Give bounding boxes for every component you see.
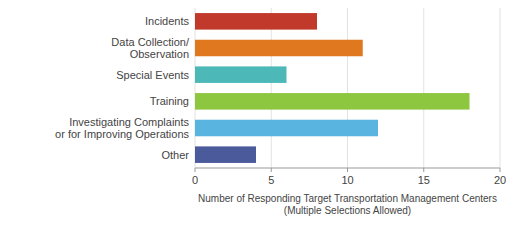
category-label-line: Training	[150, 95, 189, 107]
grid-line	[423, 8, 424, 168]
grid	[195, 8, 500, 168]
category-label-line: Incidents	[145, 15, 190, 27]
grid-line	[347, 8, 348, 168]
x-axis-label-line: (Multiple Selections Allowed)	[284, 205, 411, 216]
x-tick	[347, 168, 348, 172]
category-label-line: Other	[161, 149, 189, 161]
category-label: Training	[150, 95, 189, 107]
y-axis: Other Investigating Complaintsor for Impr…	[55, 15, 190, 160]
category-label-line: Investigating Complaints	[69, 116, 189, 128]
bar	[195, 146, 256, 163]
chart-container: 0 5 10 15 20 Number of Responding Target Tran…	[0, 0, 520, 235]
x-tick-label: 5	[268, 174, 274, 186]
bar	[195, 13, 317, 30]
category-label-line: or for Improving Operations	[55, 128, 189, 140]
category-label: Data Collection/Observation	[111, 36, 190, 60]
bar	[195, 40, 363, 57]
bar	[195, 93, 470, 110]
grid-line	[195, 8, 196, 168]
x-tick	[271, 168, 272, 172]
grid-line	[500, 8, 501, 168]
category-label-line: Special Events	[116, 69, 189, 81]
chart: 0 5 10 15 20 Number of Responding Target Tran…	[0, 0, 520, 235]
x-tick-label: 15	[418, 174, 430, 186]
x-tick	[423, 168, 424, 172]
category-label-line: Data Collection/	[111, 36, 190, 48]
bar	[195, 66, 287, 83]
category-label-line: Observation	[130, 48, 189, 60]
x-axis: 0 5 10 15 20	[192, 168, 506, 186]
category-label: Special Events	[116, 69, 189, 81]
category-label: Other	[161, 149, 189, 161]
x-tick-label: 0	[192, 174, 198, 186]
bar	[195, 120, 378, 137]
bars	[195, 13, 470, 163]
category-label: Investigating Complaintsor for Improving…	[55, 116, 189, 140]
x-axis-label-line: Number of Responding Target Transportati…	[198, 193, 497, 204]
x-tick	[500, 168, 501, 172]
grid-line	[271, 8, 272, 168]
category-label: Incidents	[145, 15, 190, 27]
x-tick-label: 20	[494, 174, 506, 186]
x-axis-label: Number of Responding Target Transportati…	[198, 193, 497, 216]
x-tick	[195, 168, 196, 172]
x-tick-label: 10	[341, 174, 353, 186]
page: {"chart_data": {"type": "bar", "orientat…	[0, 0, 520, 235]
